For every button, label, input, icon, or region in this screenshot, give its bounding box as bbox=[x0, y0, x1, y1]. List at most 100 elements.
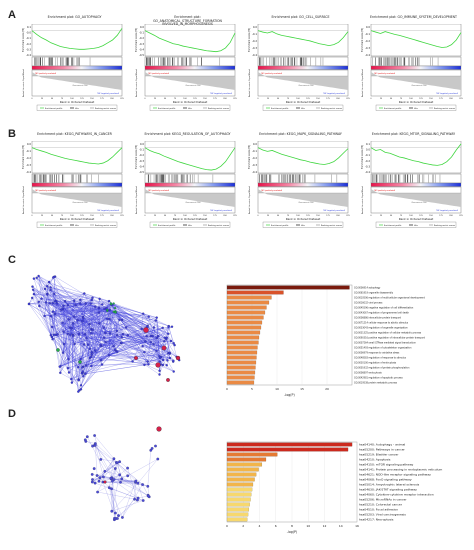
network-node bbox=[158, 360, 161, 363]
network-edge bbox=[62, 322, 92, 358]
network-node bbox=[91, 328, 94, 331]
network-edge bbox=[111, 477, 119, 516]
network-edge bbox=[105, 332, 133, 362]
x-tick-label: 225 bbox=[120, 215, 123, 217]
network-node bbox=[118, 473, 122, 477]
es-tick-label: -0.1 bbox=[139, 31, 144, 35]
network-edge bbox=[145, 341, 167, 366]
network-edge bbox=[82, 361, 133, 374]
network-node bbox=[168, 356, 172, 360]
network-edge bbox=[148, 350, 157, 365]
gsea-plot-title: Enrichment plot: GO_ANATOMICAL_STRUCTURE_… bbox=[153, 15, 222, 27]
category-label: GO:0051493 regulation of cytoskeleton or… bbox=[354, 347, 412, 350]
network-node bbox=[31, 296, 34, 300]
category-label: hsa04210: Apoptosis bbox=[359, 458, 391, 462]
network-edge bbox=[68, 333, 124, 360]
network-edge bbox=[71, 364, 103, 380]
es-tick-label: -0.3 bbox=[365, 46, 370, 50]
network-edge bbox=[38, 275, 78, 321]
network-node bbox=[69, 333, 72, 336]
network-node bbox=[49, 286, 52, 289]
metric-axis-label: Ranked list metric (Signal2Noise) bbox=[361, 69, 364, 97]
network-edge bbox=[62, 319, 69, 353]
network-edge bbox=[60, 372, 72, 380]
bar bbox=[226, 330, 261, 335]
network-node bbox=[140, 327, 143, 331]
category-label: GO:0007264 small GTPase mediated signal … bbox=[354, 342, 416, 345]
network-highlight-node bbox=[155, 362, 161, 368]
negative-tag: 'NE' (negatively correlated) bbox=[97, 92, 119, 95]
network-node bbox=[113, 467, 117, 470]
panel-label-b: B bbox=[8, 128, 16, 140]
network-node bbox=[88, 323, 91, 326]
network-edge bbox=[91, 323, 100, 367]
es-tick-label: -0.1 bbox=[252, 32, 257, 36]
network-node bbox=[114, 306, 117, 310]
category-label: GO:0001932 regulation of protein phospho… bbox=[354, 367, 410, 370]
x-axis-label: Rank in Ordered Dataset bbox=[399, 217, 434, 221]
negative-tag: 'NE' (negatively correlated) bbox=[323, 92, 345, 95]
network-node bbox=[161, 363, 165, 367]
negative-tag: 'NE' (negatively correlated) bbox=[436, 209, 458, 212]
network-node bbox=[37, 300, 40, 303]
network-node bbox=[32, 277, 36, 280]
network-node bbox=[70, 381, 74, 384]
network-edge bbox=[97, 491, 135, 500]
network-node bbox=[62, 342, 65, 346]
network-edge bbox=[113, 303, 123, 338]
network-node bbox=[97, 311, 101, 314]
network-node bbox=[32, 292, 36, 296]
network-node bbox=[66, 332, 69, 335]
network-edge bbox=[91, 312, 116, 355]
x-tick-label: 125 bbox=[419, 98, 422, 100]
network-node bbox=[31, 288, 35, 291]
network-edge bbox=[97, 478, 122, 493]
network-edge bbox=[115, 311, 173, 327]
x-tick-label: 2 bbox=[242, 524, 244, 528]
network-node bbox=[110, 509, 114, 513]
x-tick-label: 25 bbox=[41, 215, 43, 217]
metric-axis-label: Ranked list metric (Signal2Noise) bbox=[22, 186, 25, 214]
metric-area bbox=[145, 72, 235, 90]
bar bbox=[226, 517, 248, 522]
network-node bbox=[90, 332, 93, 335]
x-tick-label: 0 bbox=[31, 215, 33, 217]
network-node bbox=[77, 379, 80, 382]
network-edge bbox=[33, 294, 53, 340]
network-edge bbox=[85, 355, 110, 374]
x-tick-label: 150 bbox=[90, 215, 94, 217]
network-edge bbox=[157, 336, 161, 365]
network-highlight-node bbox=[103, 480, 107, 484]
x-tick-label: 25 bbox=[154, 215, 156, 217]
network-node bbox=[38, 304, 41, 308]
network-edge bbox=[114, 307, 123, 320]
es-tick-label: 0.0 bbox=[253, 25, 257, 29]
legend-frame bbox=[149, 221, 231, 228]
legend-label: Ranking metric scores bbox=[95, 224, 116, 227]
network-node bbox=[92, 467, 96, 470]
network-edges bbox=[28, 275, 180, 392]
network-node bbox=[120, 336, 124, 339]
network-node bbox=[90, 364, 93, 368]
network-node bbox=[91, 478, 94, 481]
network-node bbox=[167, 332, 170, 335]
network-highlight-node bbox=[134, 356, 138, 360]
network-node bbox=[143, 363, 146, 367]
category-label: GO:0031325 positive regulation of cellul… bbox=[354, 332, 422, 335]
gsea-plot-title: Enrichment plot: KEGG_MAPK_SIGNALING_PAT… bbox=[259, 132, 342, 136]
network-node bbox=[144, 340, 147, 343]
network-edge bbox=[110, 303, 167, 338]
network-node bbox=[40, 297, 43, 300]
network-edge bbox=[68, 304, 112, 320]
gsea-plot: Enrichment plot: KEGG_MAPK_SIGNALING_PAT… bbox=[248, 132, 353, 235]
legend-label: Hits bbox=[75, 224, 79, 227]
es-tick-label: -0.2 bbox=[365, 39, 370, 43]
network-edge bbox=[166, 353, 170, 366]
network-node bbox=[49, 288, 52, 292]
network-node bbox=[158, 373, 161, 376]
network-node bbox=[149, 334, 153, 338]
x-tick-label: 175 bbox=[213, 98, 216, 100]
network-node bbox=[142, 312, 145, 315]
x-tick-label: 0 bbox=[144, 215, 146, 217]
